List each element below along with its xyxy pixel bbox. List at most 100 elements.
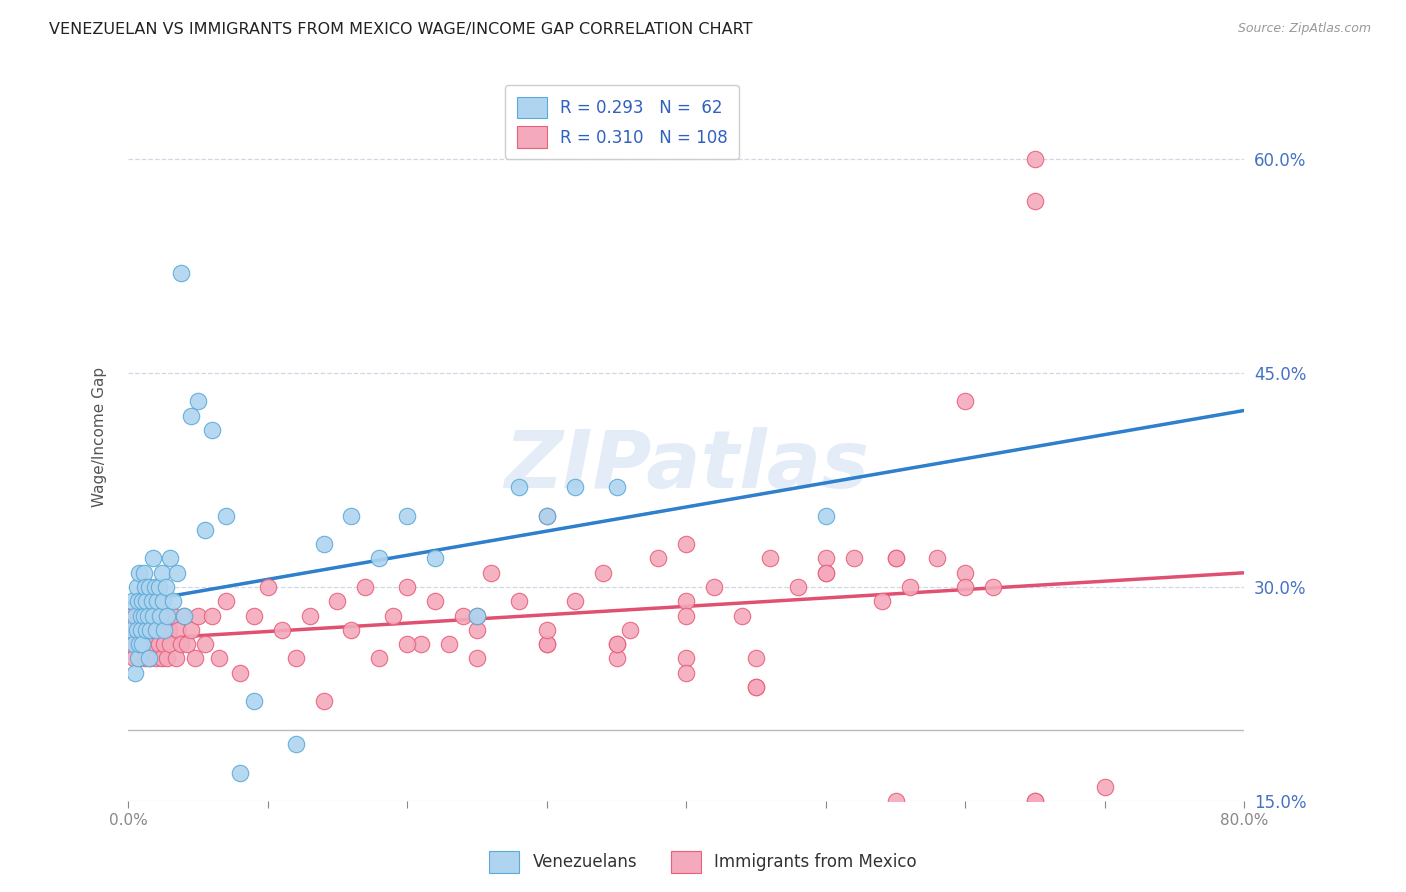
Point xyxy=(396,508,419,523)
Point xyxy=(536,508,558,523)
Point xyxy=(157,623,180,637)
Point xyxy=(131,637,153,651)
Point xyxy=(242,694,264,708)
Point xyxy=(125,623,148,637)
Point xyxy=(124,608,146,623)
Point xyxy=(1024,152,1046,166)
Point xyxy=(131,637,153,651)
Point xyxy=(884,551,907,566)
Point xyxy=(159,637,181,651)
Point xyxy=(396,637,419,651)
Point xyxy=(135,594,157,608)
Point xyxy=(842,551,865,566)
Point xyxy=(155,580,177,594)
Point xyxy=(927,551,949,566)
Point xyxy=(229,665,252,680)
Point xyxy=(141,594,163,608)
Point xyxy=(162,594,184,608)
Point xyxy=(132,608,155,623)
Point xyxy=(125,637,148,651)
Point xyxy=(173,608,195,623)
Point xyxy=(955,580,977,594)
Point xyxy=(173,608,195,623)
Point xyxy=(129,623,152,637)
Point xyxy=(955,394,977,409)
Point xyxy=(142,637,165,651)
Point xyxy=(423,551,446,566)
Point xyxy=(368,551,391,566)
Point xyxy=(592,566,614,580)
Point xyxy=(156,608,179,623)
Point xyxy=(124,665,146,680)
Point xyxy=(354,580,377,594)
Point xyxy=(731,608,754,623)
Point xyxy=(120,637,142,651)
Point xyxy=(787,580,810,594)
Point xyxy=(242,608,264,623)
Point xyxy=(125,580,148,594)
Point xyxy=(176,637,198,651)
Point xyxy=(465,608,488,623)
Point xyxy=(152,623,174,637)
Point xyxy=(129,608,152,623)
Point xyxy=(536,637,558,651)
Point xyxy=(298,608,321,623)
Point xyxy=(508,480,530,494)
Point xyxy=(605,480,627,494)
Point xyxy=(138,580,160,594)
Point xyxy=(536,508,558,523)
Point xyxy=(129,623,152,637)
Point xyxy=(135,623,157,637)
Point xyxy=(340,623,363,637)
Point xyxy=(814,566,837,580)
Point xyxy=(143,608,166,623)
Point xyxy=(148,637,170,651)
Point xyxy=(619,623,641,637)
Point xyxy=(141,623,163,637)
Point xyxy=(605,637,627,651)
Legend: R = 0.293   N =  62, R = 0.310   N = 108: R = 0.293 N = 62, R = 0.310 N = 108 xyxy=(505,85,740,160)
Point xyxy=(870,594,893,608)
Point xyxy=(536,623,558,637)
Point xyxy=(156,651,179,665)
Point xyxy=(745,680,768,694)
Point xyxy=(142,551,165,566)
Point xyxy=(675,608,697,623)
Point xyxy=(145,651,167,665)
Point xyxy=(194,523,217,537)
Point xyxy=(128,637,150,651)
Point xyxy=(981,580,1004,594)
Point xyxy=(132,608,155,623)
Point xyxy=(536,637,558,651)
Point xyxy=(180,623,202,637)
Point xyxy=(465,608,488,623)
Point xyxy=(256,580,278,594)
Point xyxy=(340,508,363,523)
Point xyxy=(127,651,149,665)
Point xyxy=(143,580,166,594)
Point xyxy=(605,651,627,665)
Point xyxy=(675,537,697,551)
Point xyxy=(955,566,977,580)
Point xyxy=(134,580,156,594)
Point xyxy=(1024,794,1046,808)
Point xyxy=(312,537,335,551)
Text: Source: ZipAtlas.com: Source: ZipAtlas.com xyxy=(1237,22,1371,36)
Point xyxy=(149,608,172,623)
Point xyxy=(121,608,143,623)
Point xyxy=(745,680,768,694)
Point xyxy=(131,594,153,608)
Point xyxy=(127,594,149,608)
Point xyxy=(122,637,145,651)
Point xyxy=(647,551,669,566)
Text: VENEZUELAN VS IMMIGRANTS FROM MEXICO WAGE/INCOME GAP CORRELATION CHART: VENEZUELAN VS IMMIGRANTS FROM MEXICO WAG… xyxy=(49,22,752,37)
Point xyxy=(368,651,391,665)
Point xyxy=(423,594,446,608)
Point xyxy=(745,651,768,665)
Point xyxy=(564,480,586,494)
Point xyxy=(284,651,307,665)
Point xyxy=(152,594,174,608)
Point xyxy=(150,566,173,580)
Point xyxy=(136,608,159,623)
Point xyxy=(166,566,188,580)
